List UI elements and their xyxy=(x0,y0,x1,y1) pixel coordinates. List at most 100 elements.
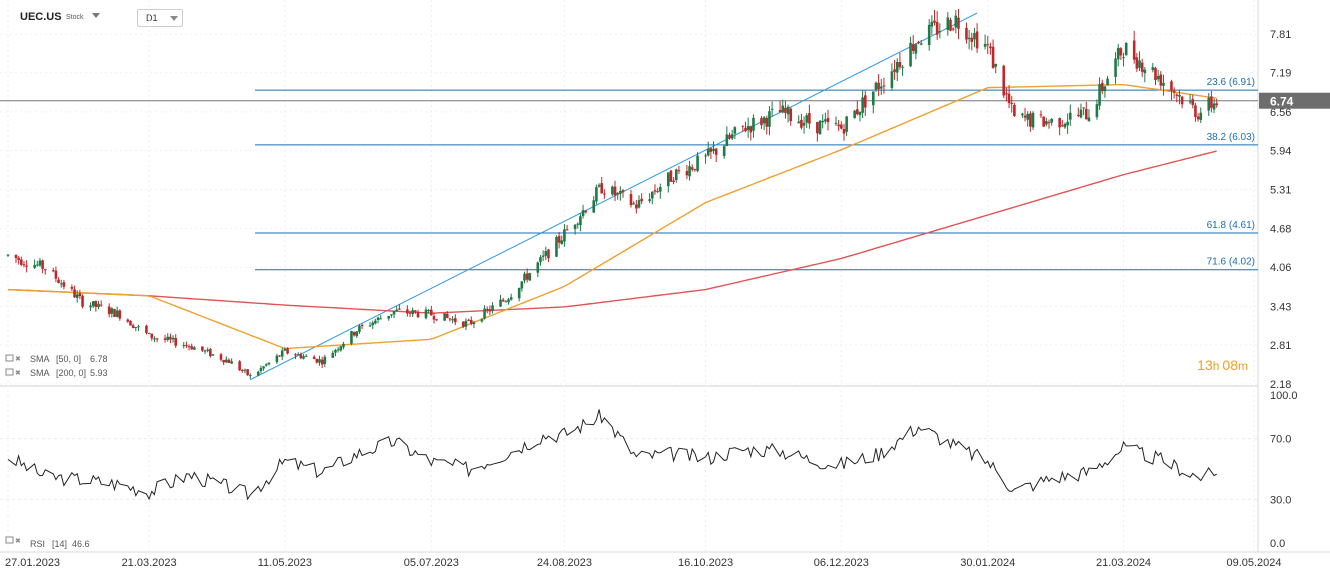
candle-body xyxy=(406,309,409,314)
candle-body xyxy=(299,354,303,359)
candle-body xyxy=(318,359,321,363)
candle-body xyxy=(893,69,896,73)
candle-body xyxy=(1002,65,1006,96)
rsi-legend-label: RSI xyxy=(30,539,45,549)
candle-body xyxy=(355,331,359,337)
candle-body xyxy=(238,361,241,371)
candle-body xyxy=(275,355,279,363)
candle-body xyxy=(565,229,569,231)
candle-body xyxy=(728,134,731,139)
candle-body xyxy=(677,170,681,172)
candle-body xyxy=(882,85,886,87)
candle-body xyxy=(294,354,297,356)
candle-body xyxy=(283,348,287,351)
candle-body xyxy=(970,37,974,42)
candle-body xyxy=(435,319,438,321)
candle-body xyxy=(600,183,604,194)
candle-body xyxy=(778,110,782,113)
candle-body xyxy=(190,346,194,350)
candle-body xyxy=(911,44,915,51)
candle-body xyxy=(171,337,175,340)
candle-body xyxy=(395,309,399,312)
candle-body xyxy=(6,254,10,256)
candle-body xyxy=(41,260,44,269)
candle-countdown: 13h 08m xyxy=(1197,357,1248,373)
fibonacci-levels[interactable]: 23.6 (6.91) 38.2 (6.03) 61.8 (4.61) 71.6 (4… xyxy=(0,77,1258,271)
candle-body xyxy=(704,155,707,157)
candle-body xyxy=(789,108,793,122)
candle-body xyxy=(954,15,958,28)
candle-body xyxy=(185,345,188,347)
candle-body xyxy=(107,306,111,315)
rsi-settings-icon[interactable] xyxy=(5,536,14,544)
candle-body xyxy=(842,129,846,134)
candle-body xyxy=(1132,40,1136,60)
candle-body xyxy=(379,318,383,320)
fib-level-label: 38.2 (6.03) xyxy=(1207,132,1255,143)
trend-channel[interactable] xyxy=(250,12,978,381)
candle-body xyxy=(895,62,899,73)
candle-body xyxy=(1063,123,1067,128)
x-tick-label: 24.08.2023 xyxy=(537,557,592,569)
candle-body xyxy=(411,310,414,315)
chevron-down-icon xyxy=(170,16,178,21)
candle-body xyxy=(137,326,140,328)
y-tick-label: 3.43 xyxy=(1270,301,1291,313)
timeframe-select[interactable]: D1 xyxy=(137,9,183,27)
candle-body xyxy=(443,313,446,321)
rsi-tick-label: 30.0 xyxy=(1270,494,1291,506)
candle-body xyxy=(573,224,577,230)
candle-body xyxy=(145,325,148,334)
candle-body xyxy=(576,223,580,225)
candle-body xyxy=(1162,82,1165,86)
candle-body xyxy=(951,28,955,30)
candle-body xyxy=(733,127,737,134)
candle-body xyxy=(211,354,215,356)
symbol-dropdown-icon[interactable] xyxy=(92,13,100,18)
candle-body xyxy=(387,315,391,319)
candle-body xyxy=(1114,58,1117,77)
candle-body xyxy=(688,166,691,177)
candle-body xyxy=(621,190,625,193)
candle-body xyxy=(97,303,100,308)
candle-body xyxy=(760,118,763,126)
candle-body xyxy=(81,295,84,307)
candle-body xyxy=(243,369,247,371)
candle-body xyxy=(480,319,484,322)
candle-body xyxy=(648,199,651,201)
symbol-name[interactable]: UEC.US xyxy=(20,11,62,23)
candle-body xyxy=(509,297,513,300)
candle-body xyxy=(712,148,715,152)
chart-grid xyxy=(0,0,1330,553)
candle-body xyxy=(398,308,401,310)
candle-body xyxy=(182,345,186,347)
candle-body xyxy=(752,117,755,131)
candle-body xyxy=(166,336,170,340)
candle-body xyxy=(94,300,98,307)
candle-body xyxy=(339,346,343,351)
candle-body xyxy=(595,187,598,202)
candle-body xyxy=(1103,86,1107,92)
candle-body xyxy=(430,309,433,316)
candle-body xyxy=(1058,118,1061,128)
candle-body xyxy=(770,108,774,110)
candle-body xyxy=(1180,96,1184,105)
candle-body xyxy=(201,346,204,351)
sma200-legend-value: 5.93 xyxy=(90,368,108,378)
candle-body xyxy=(579,216,582,226)
rsi-line xyxy=(7,409,1217,501)
candle-body xyxy=(33,264,36,268)
y-tick-label: 2.18 xyxy=(1270,379,1291,391)
candle-body xyxy=(685,171,689,176)
candle-body xyxy=(635,204,638,209)
candle-body xyxy=(286,348,289,354)
channel-line[interactable] xyxy=(250,12,978,381)
candle-body xyxy=(816,122,819,134)
candle-body xyxy=(187,346,191,348)
sma50-legend-settings-icon[interactable] xyxy=(5,354,14,362)
candle-body xyxy=(1215,103,1219,106)
sma50-line xyxy=(7,83,1217,350)
rsi-path xyxy=(7,409,1217,501)
sma200-legend-settings-icon[interactable] xyxy=(5,368,14,376)
